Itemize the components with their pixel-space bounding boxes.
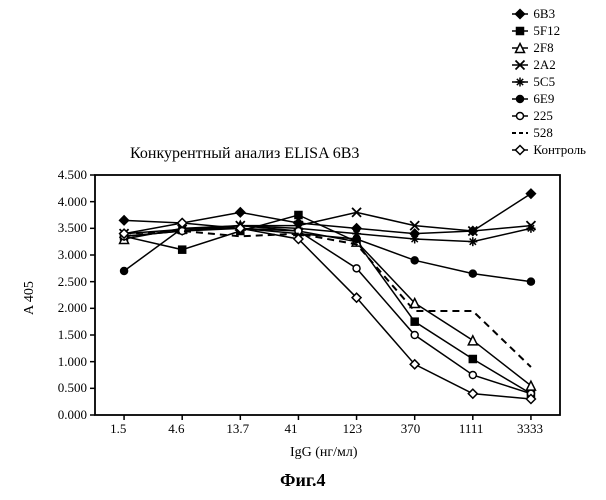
y-tick-label: 0.000: [58, 407, 87, 423]
legend-label: 2A2: [533, 57, 555, 73]
series-marker-5F12: [179, 246, 186, 253]
legend-item-5C5: 5C5: [511, 73, 586, 90]
legend-swatch-icon: [511, 58, 529, 72]
x-tick-label: 123: [343, 421, 363, 437]
x-tick-label: 3333: [517, 421, 543, 437]
series-marker-6B3: [236, 208, 245, 217]
x-tick-label: 1111: [459, 421, 484, 437]
series-marker-5F12: [469, 356, 476, 363]
x-axis-label: IgG (нг/мл): [290, 445, 358, 461]
series-marker-5F12: [295, 212, 302, 219]
y-tick-label: 1.500: [58, 327, 87, 343]
legend-label: 5C5: [533, 74, 555, 90]
legend-label: 6E9: [533, 91, 554, 107]
y-tick-label: 3.000: [58, 247, 87, 263]
series-marker-6E9: [469, 270, 476, 277]
legend-label: 5F12: [533, 23, 560, 39]
legend-swatch-icon: [511, 126, 529, 140]
series-marker-225: [469, 372, 476, 379]
series-marker-5F12: [411, 318, 418, 325]
series-marker-225: [411, 332, 418, 339]
series-marker-Control: [468, 389, 477, 398]
y-tick-label: 2.500: [58, 274, 87, 290]
y-tick-label: 4.500: [58, 167, 87, 183]
legend-item-2A2: 2A2: [511, 56, 586, 73]
legend-item-5F12: 5F12: [511, 22, 586, 39]
y-tick-label: 1.000: [58, 354, 87, 370]
series-marker-5C5: [468, 237, 477, 246]
y-tick-label: 3.500: [58, 220, 87, 236]
series-marker-6E9: [353, 236, 360, 243]
series-marker-6E9: [121, 268, 128, 275]
legend-item-6B3: 6B3: [511, 5, 586, 22]
legend-item-6E9: 6E9: [511, 90, 586, 107]
y-tick-label: 2.000: [58, 300, 87, 316]
figure-caption: Фиг.4: [280, 470, 325, 491]
chart-root: 6B35F122F82A25C56E9225528Контроль Конкур…: [0, 0, 606, 500]
x-tick-label: 1.5: [110, 421, 126, 437]
chart-title: Конкурентный анализ ELISA 6B3: [130, 145, 359, 163]
legend-item-528: 528: [511, 124, 586, 141]
legend-label: 2F8: [533, 40, 553, 56]
plot-area: [85, 170, 570, 420]
legend-swatch-icon: [511, 92, 529, 106]
legend-item-2F8: 2F8: [511, 39, 586, 56]
y-tick-label: 4.000: [58, 194, 87, 210]
x-tick-label: 4.6: [168, 421, 184, 437]
legend-label: 528: [533, 125, 553, 141]
x-tick-label: 370: [401, 421, 421, 437]
y-tick-label: 0.500: [58, 380, 87, 396]
x-tick-label: 41: [284, 421, 297, 437]
legend-swatch-icon: [511, 75, 529, 89]
legend-label: 225: [533, 108, 553, 124]
plot-svg: [85, 170, 570, 420]
legend: 6B35F122F82A25C56E9225528Контроль: [511, 5, 586, 158]
series-marker-5C5: [410, 235, 419, 244]
legend-swatch-icon: [511, 41, 529, 55]
legend-label: 6B3: [533, 6, 555, 22]
legend-item-225: 225: [511, 107, 586, 124]
legend-swatch-icon: [511, 7, 529, 21]
legend-swatch-icon: [511, 109, 529, 123]
x-tick-label: 13.7: [226, 421, 249, 437]
series-marker-6E9: [527, 278, 534, 285]
y-axis-label: A 405: [22, 281, 38, 315]
legend-swatch-icon: [511, 24, 529, 38]
legend-label: Контроль: [533, 142, 586, 158]
series-marker-6B3: [120, 216, 129, 225]
series-marker-2F8: [468, 336, 477, 345]
series-marker-5C5: [526, 224, 535, 233]
series-marker-6B3: [526, 189, 535, 198]
series-marker-6E9: [411, 257, 418, 264]
legend-swatch-icon: [511, 143, 529, 157]
series-marker-225: [353, 265, 360, 272]
legend-item-Control: Контроль: [511, 141, 586, 158]
